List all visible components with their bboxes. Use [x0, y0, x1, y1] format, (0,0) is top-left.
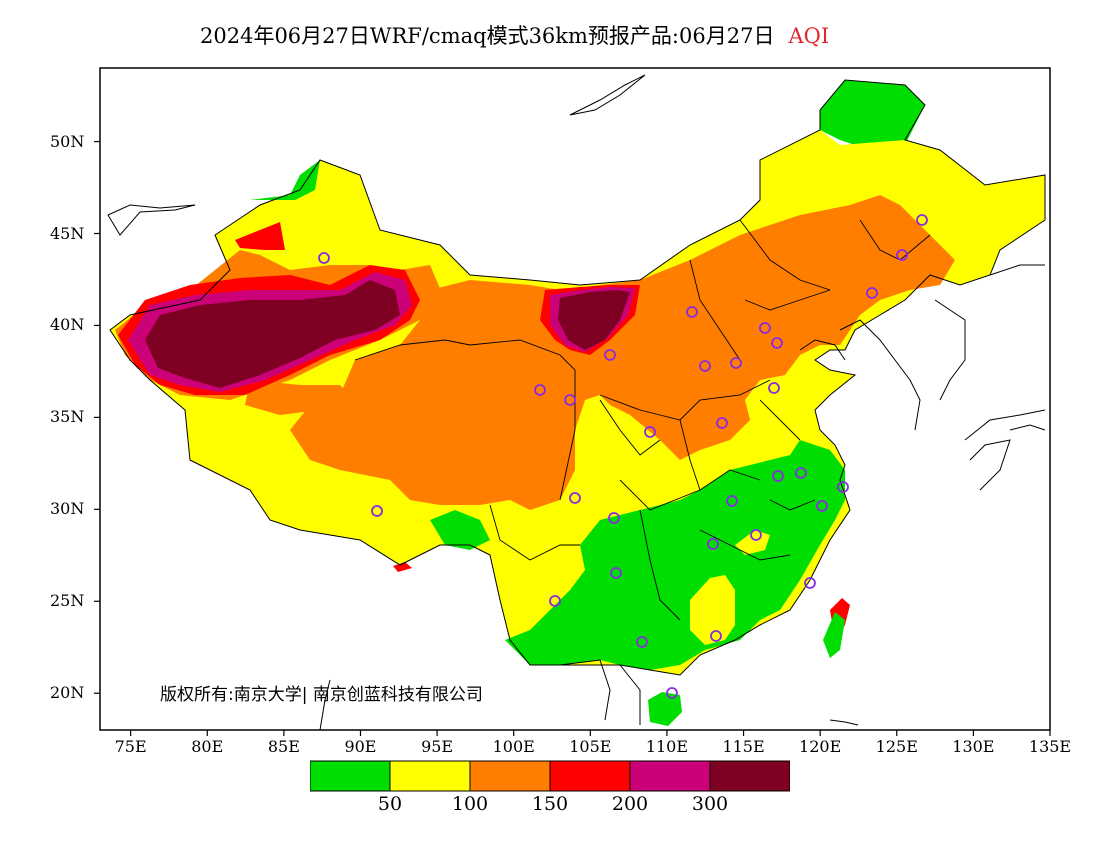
city-marker-guangzhou — [710, 630, 722, 642]
legend-swatch — [389, 760, 471, 792]
region-yellow-guangdong — [690, 575, 735, 645]
title-product: AQI — [788, 24, 830, 48]
city-marker-lhasa — [371, 505, 383, 517]
title-text: 2024年06月27日WRF/cmaq模式36km预报产品:06月27日 — [200, 24, 775, 48]
country-outline — [109, 79, 1046, 676]
copyright-text: 版权所有:南京大学| 南京创蓝科技有限公司 — [160, 685, 483, 705]
city-marker-guiyang — [610, 567, 622, 579]
color-legend — [310, 760, 790, 792]
region-green-northeast — [820, 80, 925, 150]
city-marker-nanning — [636, 636, 648, 648]
x-tick-label: 135E — [1028, 737, 1072, 756]
city-marker-zhengzhou — [716, 417, 728, 429]
city-marker-harbin — [916, 214, 928, 226]
city-marker-changchun — [896, 249, 908, 261]
city-marker-nanchang — [750, 529, 762, 541]
y-tick-label: 25N — [50, 591, 85, 611]
y-tick-label: 30N — [50, 499, 85, 519]
y-tick-label: 50N — [50, 131, 85, 151]
city-marker-shijiazhuang — [730, 357, 742, 369]
region-red-south-tibet — [393, 562, 412, 572]
city-marker-yinchuan — [604, 349, 616, 361]
city-marker-shanghai — [837, 481, 849, 493]
city-marker-haikou — [666, 687, 678, 699]
x-tick-label: 105E — [569, 737, 612, 756]
region-maroon-gobi — [558, 290, 630, 350]
boundary-lines — [354, 219, 931, 621]
x-tick-label: 75E — [114, 737, 147, 756]
x-tick-label: 130E — [952, 737, 995, 756]
region-maroon-taklimakan — [145, 280, 400, 388]
region-red-xinjiang-north — [235, 222, 285, 250]
x-tick-label: 115E — [722, 737, 765, 756]
city-marker-nanjing — [795, 467, 807, 479]
legend-label: 50 — [377, 793, 403, 815]
region-green-hainan — [648, 692, 682, 726]
x-tick-label: 80E — [191, 737, 224, 756]
map-title: 2024年06月27日WRF/cmaq模式36km预报产品:06月27日 AQI — [200, 20, 829, 50]
legend-swatch — [709, 760, 790, 792]
city-marker-lanzhou — [564, 394, 576, 406]
legend-label: 100 — [451, 793, 489, 815]
city-marker-wuhan — [726, 495, 738, 507]
legend-swatch — [310, 760, 391, 792]
city-marker-fuzhou — [804, 577, 816, 589]
axis-ticks — [94, 140, 1051, 736]
region-orange-tibet-edge — [245, 380, 350, 415]
y-tick-label: 20N — [50, 683, 85, 703]
map-frame — [99, 67, 1051, 731]
city-marker-changsha — [707, 538, 719, 550]
city-markers — [318, 214, 928, 699]
legend-label: 300 — [691, 793, 729, 815]
region-orange-central — [290, 195, 955, 510]
x-tick-label: 95E — [421, 737, 454, 756]
x-tick-label: 85E — [267, 737, 300, 756]
city-marker-chongqing — [608, 512, 620, 524]
legend-swatch — [549, 760, 631, 792]
city-marker-xian — [644, 426, 656, 438]
city-marker-urumqi — [318, 252, 330, 264]
legend-swatch — [469, 760, 551, 792]
city-marker-jinan — [768, 382, 780, 394]
y-tick-label: 45N — [50, 223, 85, 243]
legend-label: 200 — [611, 793, 649, 815]
y-tick-label: 35N — [50, 407, 85, 427]
y-tick-label: 40N — [50, 315, 85, 335]
city-marker-tianjin — [771, 337, 783, 349]
legend-swatch — [629, 760, 711, 792]
city-marker-taiyuan — [699, 360, 711, 372]
x-tick-label: 125E — [875, 737, 918, 756]
city-marker-hangzhou — [816, 500, 828, 512]
city-marker-kunming — [549, 595, 561, 607]
x-tick-label: 110E — [645, 737, 689, 756]
city-marker-chengdu — [569, 492, 581, 504]
city-marker-hefei — [772, 470, 784, 482]
city-marker-xining — [534, 384, 546, 396]
x-tick-label: 90E — [344, 737, 377, 756]
region-green-west — [250, 160, 320, 200]
city-marker-hohhot — [686, 306, 698, 318]
city-marker-beijing — [759, 322, 771, 334]
region-green-tibet — [430, 510, 490, 550]
region-green-south — [505, 440, 845, 670]
city-marker-shenyang — [866, 287, 878, 299]
x-tick-label: 100E — [492, 737, 535, 756]
x-tick-label: 120E — [799, 737, 842, 756]
region-green-taiwan — [823, 612, 845, 658]
legend-label: 150 — [531, 793, 569, 815]
coastlines — [107, 74, 1046, 731]
